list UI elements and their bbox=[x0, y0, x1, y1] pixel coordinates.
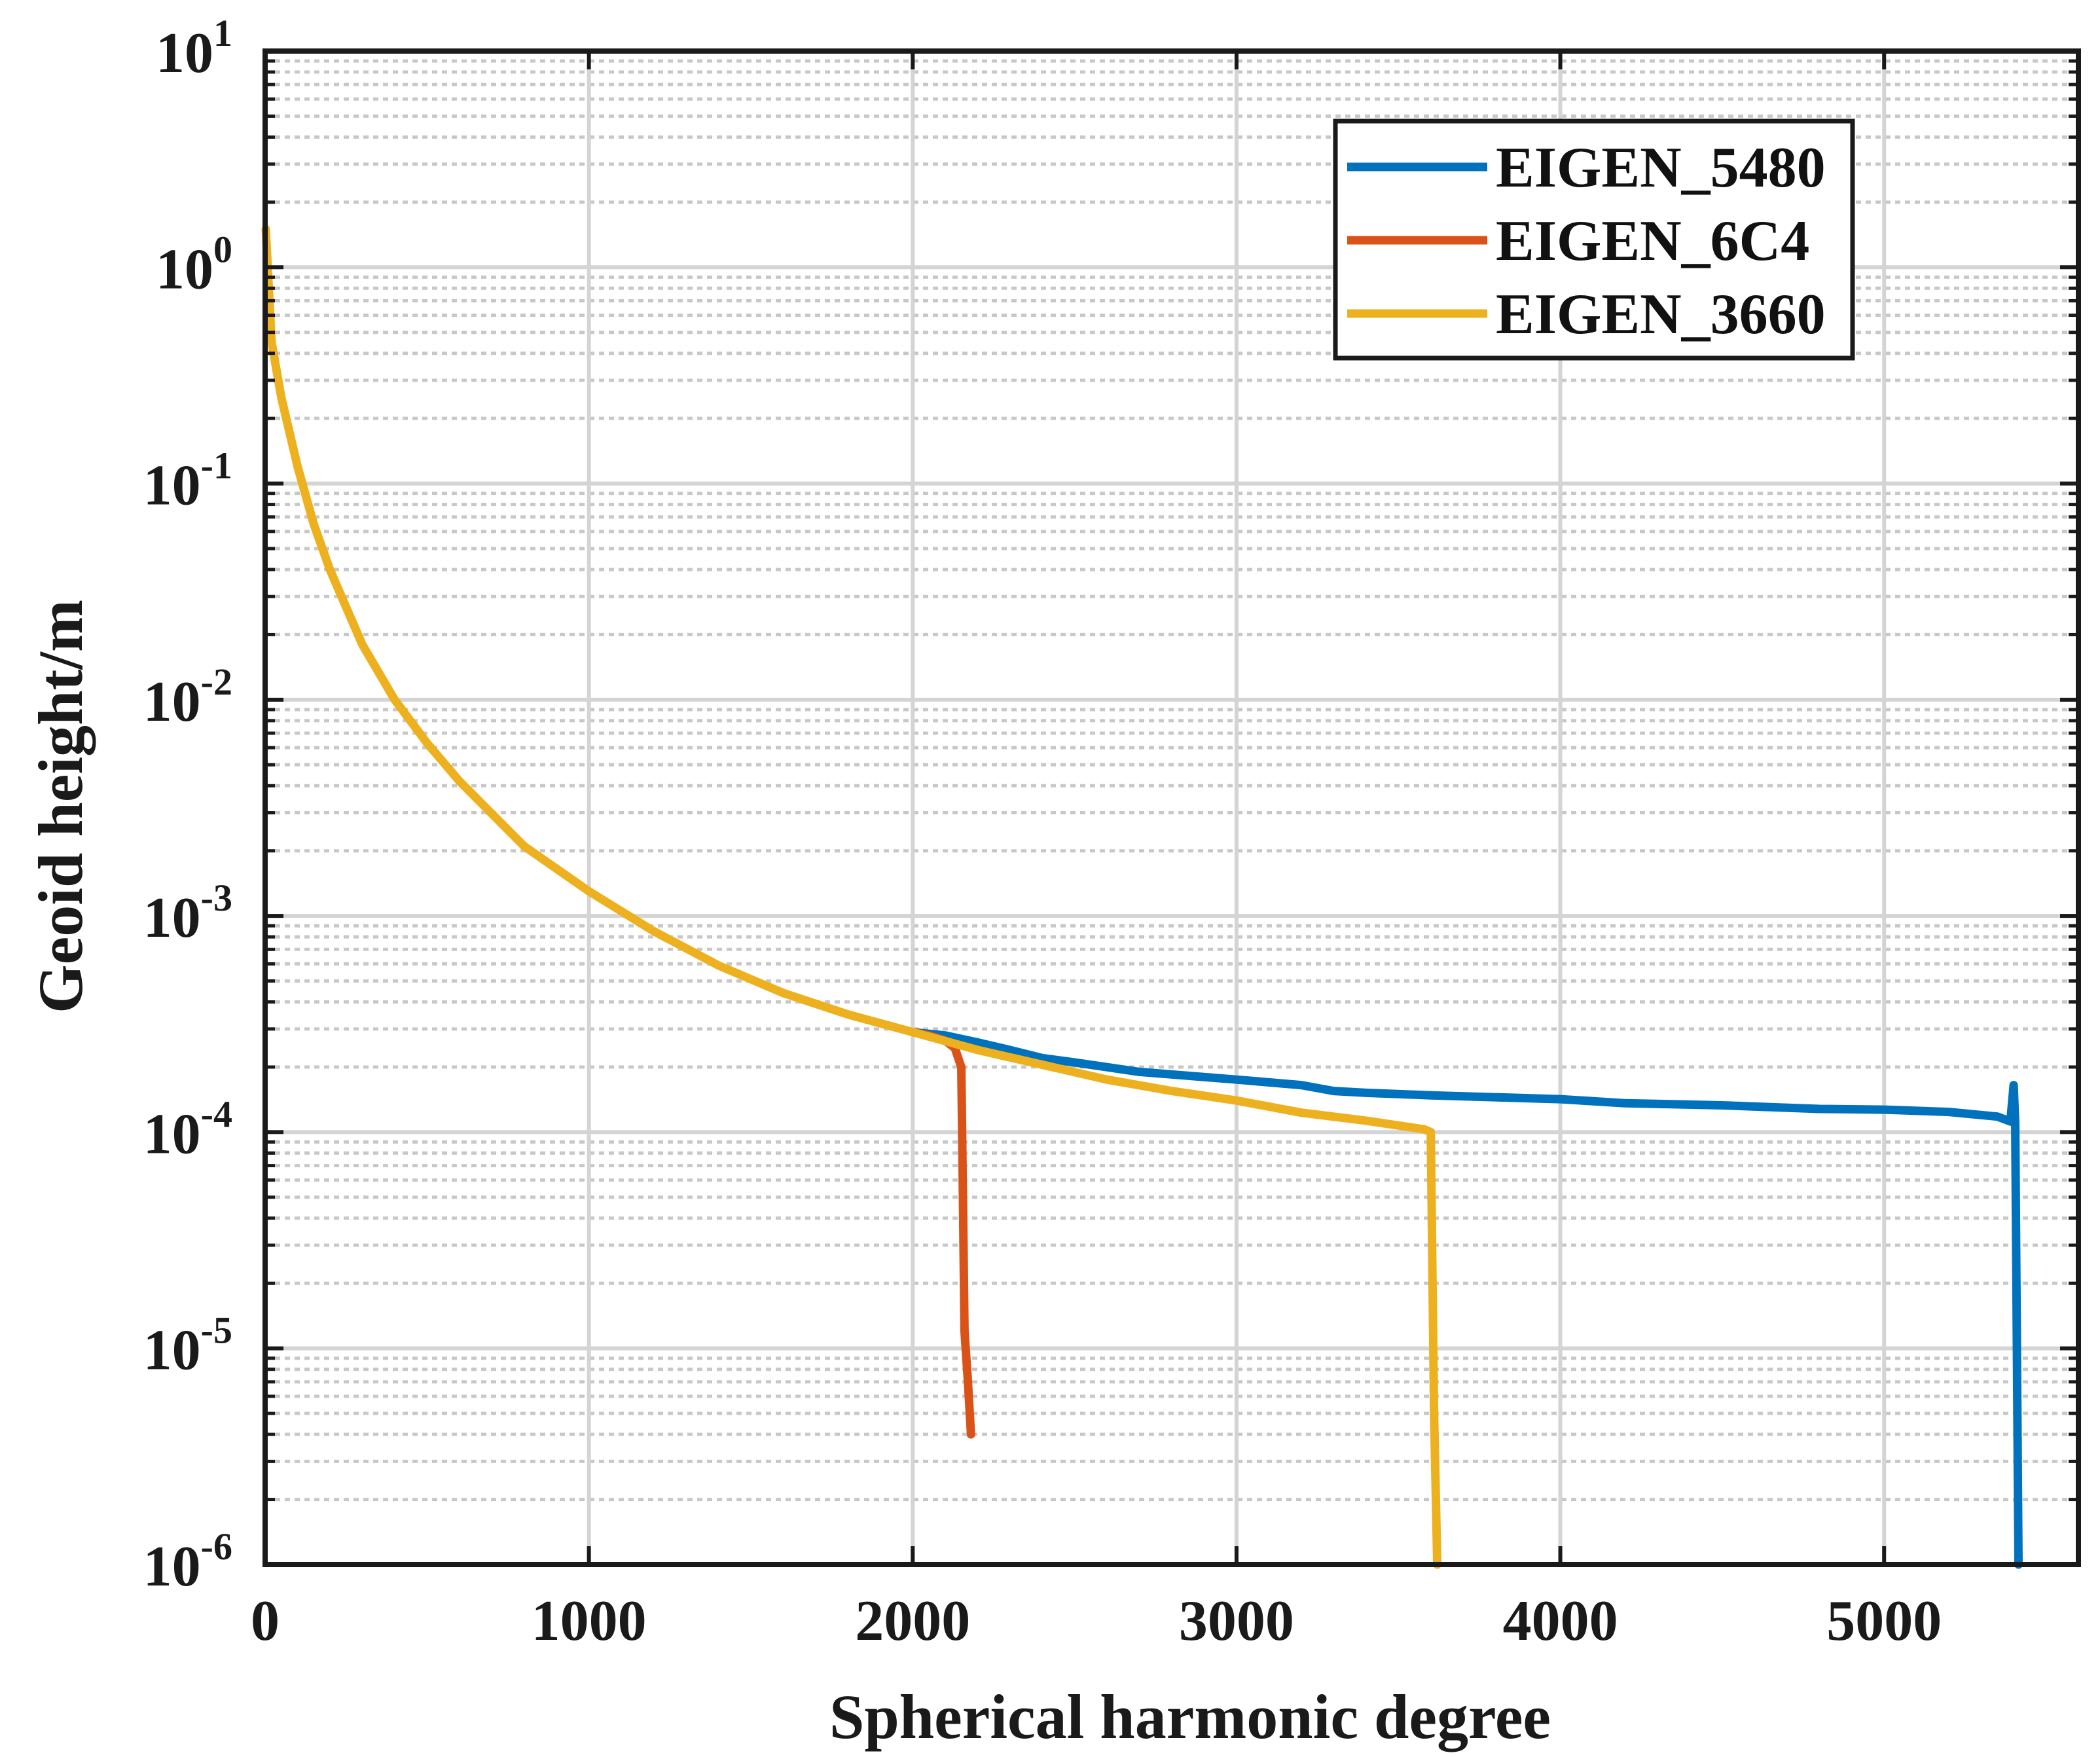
y-tick-label: 10-5 bbox=[143, 1309, 232, 1383]
x-tick-label: 4000 bbox=[1503, 1589, 1618, 1653]
y-tick-label: 101 bbox=[156, 12, 232, 85]
legend-label: EIGEN_6C4 bbox=[1496, 209, 1809, 273]
x-tick-label: 5000 bbox=[1826, 1589, 1942, 1653]
series-line-eigen-3660 bbox=[261, 225, 1442, 1569]
x-tick-label: 3000 bbox=[1179, 1589, 1294, 1653]
grid bbox=[263, 49, 2078, 1567]
axis-ticks bbox=[263, 49, 2078, 1567]
legend-label: EIGEN_3660 bbox=[1496, 283, 1826, 346]
series-lines bbox=[261, 225, 2023, 1569]
y-axis-tick-labels: 101 100 10-1 10-2 10-3 10-4 10-5 10-6 bbox=[143, 12, 232, 1599]
legend-label: EIGEN_5480 bbox=[1496, 136, 1826, 200]
x-tick-label: 2000 bbox=[855, 1589, 970, 1653]
plot-frame bbox=[262, 48, 2081, 1567]
series-line-eigen-5480 bbox=[908, 1028, 2023, 1569]
legend: EIGEN_5480 EIGEN_6C4 EIGEN_3660 bbox=[1333, 118, 1855, 361]
y-tick-label: 10-3 bbox=[143, 877, 232, 950]
x-axis-title: Spherical harmonic degree bbox=[829, 1682, 1551, 1752]
y-tick-label: 10-6 bbox=[143, 1525, 232, 1599]
y-tick-label: 10-2 bbox=[143, 661, 232, 734]
y-tick-label: 10-4 bbox=[143, 1093, 232, 1166]
y-axis-title: Geoid height/m bbox=[26, 600, 96, 1013]
x-tick-label: 0 bbox=[251, 1589, 280, 1653]
y-tick-label: 100 bbox=[156, 228, 232, 301]
x-tick-label: 1000 bbox=[532, 1589, 647, 1653]
x-axis-tick-labels: 0 1000 2000 3000 4000 5000 bbox=[251, 1589, 1942, 1653]
y-tick-label: 10-1 bbox=[143, 444, 232, 518]
